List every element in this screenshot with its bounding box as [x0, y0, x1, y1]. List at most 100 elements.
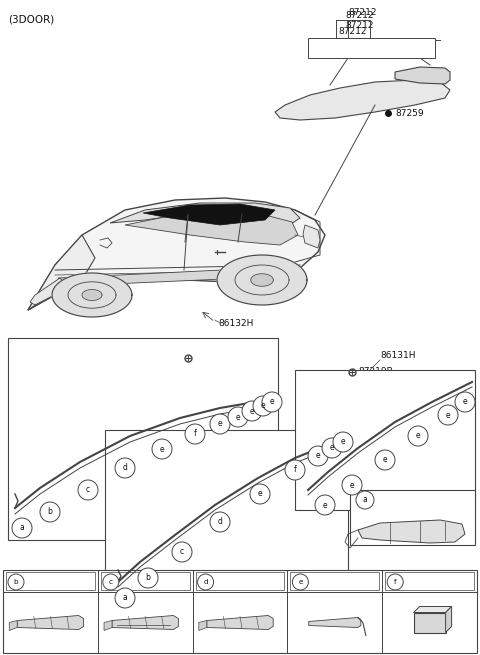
- Circle shape: [322, 438, 342, 458]
- Circle shape: [210, 414, 230, 434]
- Polygon shape: [17, 616, 84, 629]
- Bar: [105, 430, 348, 600]
- Text: e: e: [298, 579, 303, 585]
- Text: (3DOOR): (3DOOR): [8, 14, 54, 24]
- Text: e: e: [160, 445, 164, 453]
- Text: c: c: [180, 548, 184, 557]
- Text: e: e: [261, 402, 265, 411]
- Circle shape: [198, 574, 214, 590]
- Polygon shape: [251, 274, 273, 286]
- Polygon shape: [358, 520, 465, 543]
- Circle shape: [242, 401, 262, 421]
- Text: 87245B: 87245B: [378, 495, 413, 504]
- Circle shape: [12, 518, 32, 538]
- Circle shape: [250, 484, 270, 504]
- Circle shape: [210, 512, 230, 532]
- Text: 92750A: 92750A: [370, 43, 402, 52]
- Text: a: a: [122, 593, 127, 603]
- Text: e: e: [330, 443, 334, 453]
- Polygon shape: [110, 203, 300, 228]
- Text: 87212: 87212: [345, 21, 373, 30]
- Bar: [101, 572, 190, 590]
- Polygon shape: [112, 616, 179, 629]
- Polygon shape: [58, 270, 245, 286]
- Text: 98410C: 98410C: [312, 43, 344, 52]
- Polygon shape: [275, 80, 450, 120]
- Circle shape: [292, 574, 308, 590]
- Polygon shape: [52, 273, 132, 317]
- Text: f: f: [193, 430, 196, 438]
- Circle shape: [315, 495, 335, 515]
- Polygon shape: [28, 235, 95, 310]
- Circle shape: [40, 502, 60, 522]
- Circle shape: [253, 396, 273, 416]
- Text: e: e: [463, 398, 468, 407]
- Text: e: e: [383, 455, 387, 464]
- Polygon shape: [303, 225, 320, 248]
- Text: e: e: [323, 500, 327, 510]
- Bar: [308, 38, 435, 58]
- Circle shape: [356, 491, 374, 509]
- Text: 84674: 84674: [406, 578, 432, 586]
- Polygon shape: [199, 620, 207, 631]
- Polygon shape: [30, 278, 65, 305]
- Polygon shape: [217, 255, 307, 305]
- Text: c: c: [109, 579, 113, 585]
- Text: e: e: [316, 451, 320, 460]
- Text: e: e: [236, 413, 240, 422]
- Polygon shape: [28, 198, 325, 310]
- Text: d: d: [122, 464, 127, 472]
- Circle shape: [342, 475, 362, 495]
- Circle shape: [408, 426, 428, 446]
- Text: a: a: [362, 495, 367, 504]
- Bar: [6, 572, 95, 590]
- Polygon shape: [143, 204, 275, 225]
- Text: 87229B: 87229B: [192, 354, 227, 362]
- Bar: [414, 612, 445, 633]
- Text: b: b: [14, 579, 18, 585]
- Circle shape: [308, 446, 328, 466]
- Circle shape: [78, 480, 98, 500]
- Text: 86132H: 86132H: [218, 318, 253, 328]
- Text: 87259: 87259: [395, 109, 424, 117]
- Text: e: e: [341, 438, 345, 447]
- Text: e: e: [446, 411, 450, 419]
- Polygon shape: [414, 607, 452, 612]
- Text: b: b: [48, 508, 52, 517]
- Text: e: e: [258, 489, 262, 498]
- Bar: [385, 572, 474, 590]
- Text: 87212: 87212: [348, 8, 376, 17]
- Text: e: e: [350, 481, 354, 489]
- Text: a: a: [20, 523, 24, 533]
- Bar: [196, 572, 284, 590]
- Text: f: f: [394, 579, 396, 585]
- Circle shape: [455, 392, 475, 412]
- Text: 87246B: 87246B: [27, 578, 58, 586]
- Circle shape: [375, 450, 395, 470]
- Polygon shape: [125, 212, 298, 245]
- Text: f: f: [294, 466, 296, 474]
- Polygon shape: [82, 290, 102, 301]
- Text: c: c: [86, 485, 90, 495]
- Bar: [8, 338, 278, 540]
- Text: d: d: [217, 517, 222, 527]
- Text: 87235A: 87235A: [312, 578, 342, 586]
- Circle shape: [172, 542, 192, 562]
- Polygon shape: [445, 607, 452, 633]
- Text: 87212: 87212: [338, 26, 367, 35]
- Text: e: e: [250, 407, 254, 415]
- Circle shape: [228, 407, 248, 427]
- Polygon shape: [207, 616, 273, 629]
- Text: e: e: [270, 398, 274, 407]
- Text: e: e: [218, 419, 222, 428]
- Polygon shape: [9, 620, 17, 631]
- Circle shape: [185, 424, 205, 444]
- Circle shape: [115, 588, 135, 608]
- Circle shape: [285, 460, 305, 480]
- Text: 86131H: 86131H: [380, 350, 416, 360]
- Circle shape: [333, 432, 353, 452]
- Circle shape: [138, 568, 158, 588]
- Circle shape: [103, 574, 119, 590]
- Bar: [3, 570, 477, 653]
- Text: b: b: [145, 574, 150, 582]
